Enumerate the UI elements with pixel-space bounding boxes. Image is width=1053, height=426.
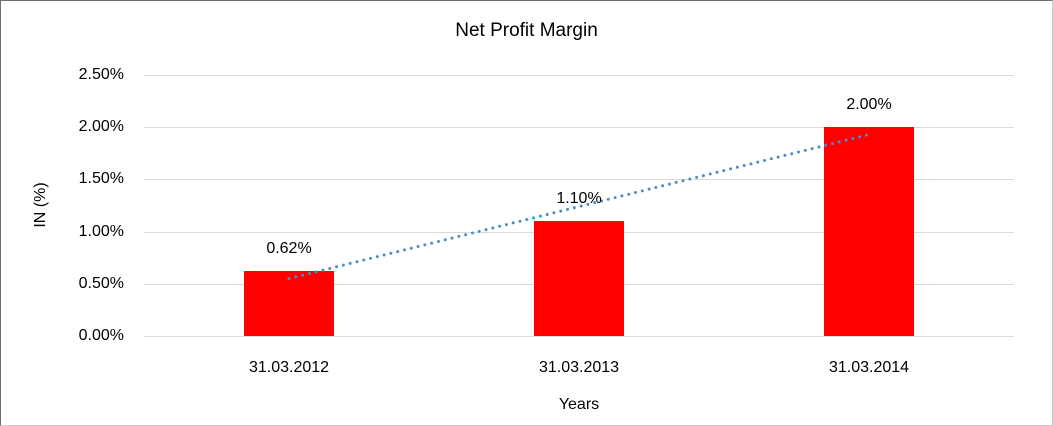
x-category-label: 31.03.2012 bbox=[248, 359, 330, 376]
y-tick-label: 2.50% bbox=[78, 66, 124, 83]
bar-value-label: 1.10% bbox=[556, 190, 602, 208]
chart-title: Net Profit Margin bbox=[455, 20, 598, 41]
x-category-label: 31.03.2014 bbox=[828, 359, 910, 376]
y-axis-title: IN (%) bbox=[32, 182, 49, 228]
bar bbox=[534, 221, 624, 336]
gridline bbox=[144, 336, 1014, 337]
bar-value-label: 2.00% bbox=[846, 96, 892, 114]
y-tick-label: 2.00% bbox=[78, 118, 124, 136]
y-tick-label: 0.50% bbox=[78, 274, 124, 292]
bar bbox=[244, 271, 334, 336]
y-tick-label: 1.50% bbox=[78, 170, 124, 188]
x-category-label: 31.03.2013 bbox=[538, 359, 620, 376]
gridline bbox=[144, 75, 1014, 76]
gridline bbox=[144, 127, 1014, 129]
y-tick-label: 1.00% bbox=[78, 222, 124, 240]
bar bbox=[824, 127, 914, 336]
x-axis-title: Years bbox=[558, 396, 600, 413]
y-tick-label: 0.00% bbox=[78, 327, 124, 344]
bar-value-label: 0.62% bbox=[266, 240, 312, 258]
